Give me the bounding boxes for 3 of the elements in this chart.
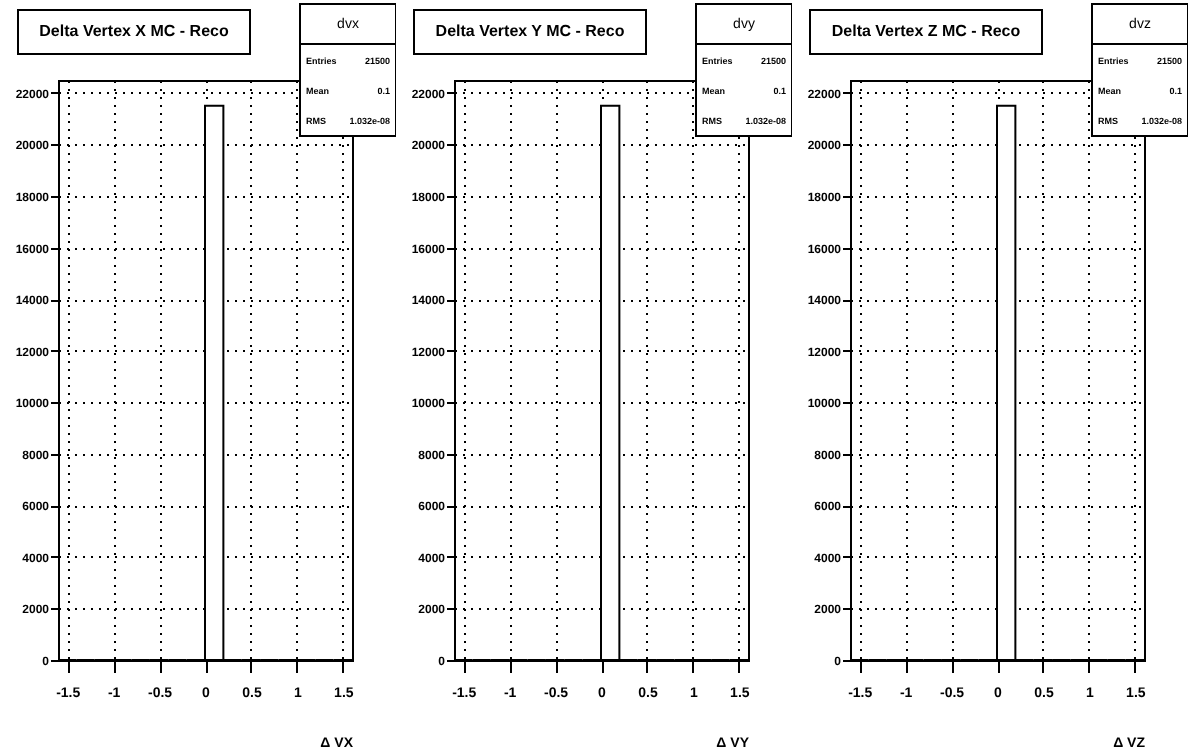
chart-title: Delta Vertex Z MC - Reco — [831, 22, 1021, 40]
chart-title: Delta Vertex X MC - Reco — [39, 22, 229, 40]
chart-title: Delta Vertex Y MC - Reco — [435, 22, 625, 40]
